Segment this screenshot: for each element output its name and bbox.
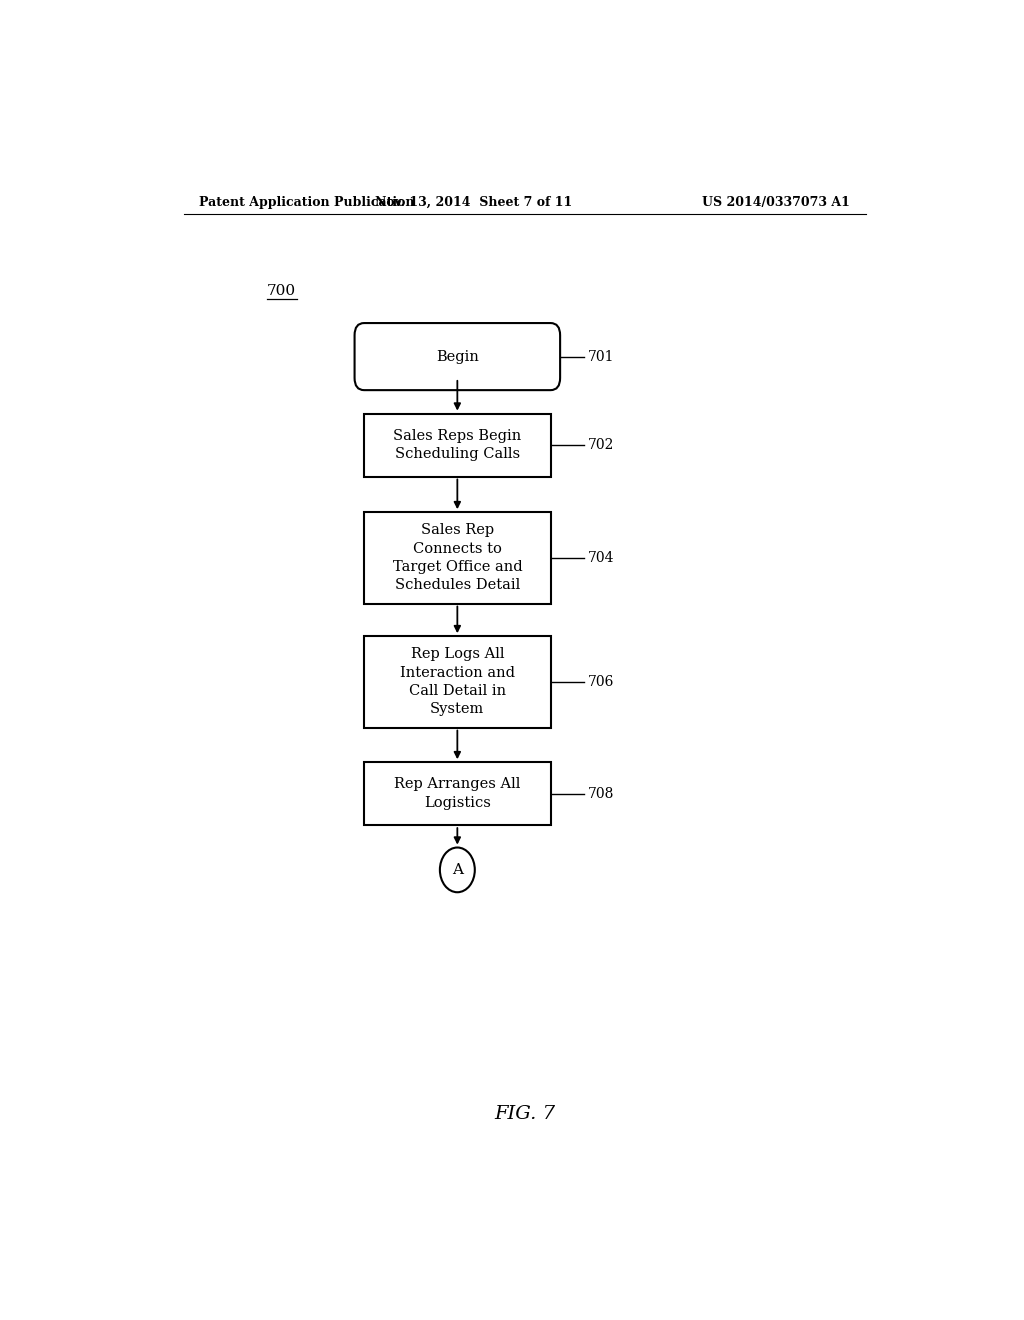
FancyBboxPatch shape	[365, 413, 551, 477]
Text: Rep Arranges All
Logistics: Rep Arranges All Logistics	[394, 777, 520, 810]
Text: Rep Logs All
Interaction and
Call Detail in
System: Rep Logs All Interaction and Call Detail…	[399, 647, 515, 717]
Text: Sales Reps Begin
Scheduling Calls: Sales Reps Begin Scheduling Calls	[393, 429, 521, 461]
Text: 700: 700	[267, 284, 296, 297]
Text: Nov. 13, 2014  Sheet 7 of 11: Nov. 13, 2014 Sheet 7 of 11	[375, 195, 571, 209]
FancyBboxPatch shape	[365, 762, 551, 825]
Text: 702: 702	[588, 438, 614, 451]
FancyBboxPatch shape	[365, 512, 551, 603]
FancyBboxPatch shape	[354, 323, 560, 391]
Text: 701: 701	[588, 350, 614, 363]
FancyBboxPatch shape	[365, 636, 551, 727]
Text: 708: 708	[588, 787, 614, 801]
Text: A: A	[452, 863, 463, 876]
Text: FIG. 7: FIG. 7	[495, 1105, 555, 1123]
Text: Begin: Begin	[436, 350, 479, 363]
Text: Patent Application Publication: Patent Application Publication	[200, 195, 415, 209]
Text: 706: 706	[588, 675, 614, 689]
Text: 704: 704	[588, 550, 614, 565]
Text: Sales Rep
Connects to
Target Office and
Schedules Detail: Sales Rep Connects to Target Office and …	[392, 523, 522, 593]
Text: US 2014/0337073 A1: US 2014/0337073 A1	[702, 195, 850, 209]
